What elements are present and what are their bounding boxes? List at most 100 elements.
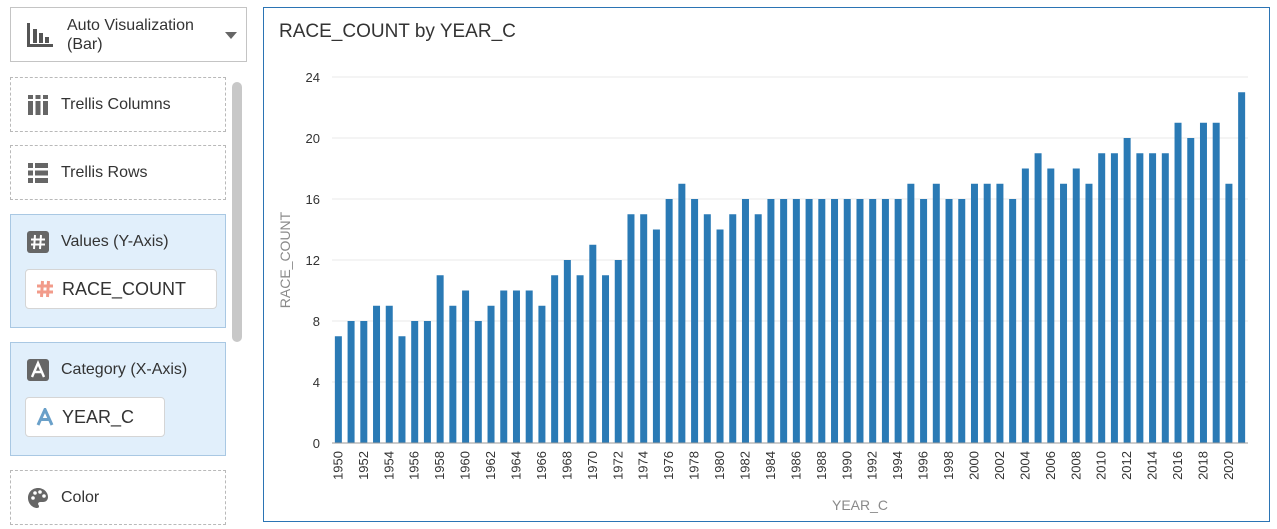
chevron-down-icon[interactable] xyxy=(225,32,237,39)
bar[interactable] xyxy=(703,214,711,443)
hash-icon xyxy=(27,231,49,253)
race-count-chip[interactable]: RACE_COUNT xyxy=(25,269,217,309)
bar[interactable] xyxy=(551,275,559,443)
x-tick-label: 2020 xyxy=(1221,451,1236,480)
race-count-chip-label: RACE_COUNT xyxy=(62,278,187,299)
x-tick-label: 1952 xyxy=(356,451,371,480)
bar[interactable] xyxy=(678,183,686,443)
bar[interactable] xyxy=(716,229,724,444)
year-c-chip[interactable]: YEAR_C xyxy=(25,397,165,437)
bar[interactable] xyxy=(869,199,877,443)
bar[interactable] xyxy=(423,321,431,443)
bar[interactable] xyxy=(856,199,864,443)
bar[interactable] xyxy=(538,305,546,443)
bar[interactable] xyxy=(958,199,966,443)
bar[interactable] xyxy=(1047,168,1055,444)
x-tick-label: 2010 xyxy=(1094,451,1109,480)
trellis-rows-drop-zone[interactable]: Trellis Rows xyxy=(10,145,226,200)
bar[interactable] xyxy=(563,260,571,443)
category-x-axis-drop-zone[interactable]: Category (X-Axis) YEAR_C xyxy=(10,342,226,456)
bar[interactable] xyxy=(1238,92,1246,443)
bar[interactable] xyxy=(398,336,406,443)
bar[interactable] xyxy=(1123,138,1131,443)
bar[interactable] xyxy=(983,183,991,443)
bar[interactable] xyxy=(449,305,457,443)
bar[interactable] xyxy=(512,290,520,444)
bar[interactable] xyxy=(729,214,737,443)
bar[interactable] xyxy=(1161,153,1169,443)
bar[interactable] xyxy=(831,199,839,443)
bar[interactable] xyxy=(487,305,495,443)
trellis-columns-drop-zone[interactable]: Trellis Columns xyxy=(10,77,226,132)
bar[interactable] xyxy=(1212,122,1220,443)
bar[interactable] xyxy=(627,214,635,443)
palette-icon xyxy=(28,488,48,508)
bar[interactable] xyxy=(881,199,889,443)
bar[interactable] xyxy=(970,183,978,443)
bar[interactable] xyxy=(1021,168,1029,444)
y-tick-label: 4 xyxy=(313,375,320,390)
bar[interactable] xyxy=(525,290,533,444)
bar[interactable] xyxy=(1187,138,1195,443)
bar[interactable] xyxy=(1072,168,1080,444)
bar[interactable] xyxy=(843,199,851,443)
grammar-panel-scrollbar[interactable] xyxy=(232,82,242,342)
year-c-chip-label: YEAR_C xyxy=(62,406,135,427)
bar[interactable] xyxy=(1085,183,1093,443)
bar[interactable] xyxy=(920,199,928,443)
bar[interactable] xyxy=(474,321,482,443)
bar[interactable] xyxy=(360,321,368,443)
bar[interactable] xyxy=(741,199,749,443)
bar[interactable] xyxy=(1136,153,1144,443)
bar[interactable] xyxy=(767,199,775,443)
bar[interactable] xyxy=(614,260,622,443)
bar[interactable] xyxy=(500,290,508,444)
bar[interactable] xyxy=(665,199,673,443)
bar[interactable] xyxy=(385,305,393,443)
bar[interactable] xyxy=(932,183,940,443)
bar[interactable] xyxy=(436,275,444,443)
bar-chart[interactable]: 0 4 8 12 16 20 24 1950 1952 1954 1956 1958 1960 1962 1… xyxy=(264,8,1269,521)
bar[interactable] xyxy=(589,244,597,443)
bar[interactable] xyxy=(818,199,826,443)
bar[interactable] xyxy=(462,290,470,444)
bar[interactable] xyxy=(602,275,610,443)
bar[interactable] xyxy=(996,183,1004,443)
bar[interactable] xyxy=(1199,122,1207,443)
values-y-axis-drop-zone[interactable]: Values (Y-Axis) RACE_COUNT xyxy=(10,214,226,328)
bar[interactable] xyxy=(1060,183,1068,443)
bar[interactable] xyxy=(754,214,762,443)
bar[interactable] xyxy=(347,321,355,443)
bar[interactable] xyxy=(792,199,800,443)
x-tick-label: 2016 xyxy=(1170,451,1185,480)
x-tick-label: 1986 xyxy=(788,451,803,480)
bar[interactable] xyxy=(1174,122,1182,443)
bar[interactable] xyxy=(780,199,788,443)
bar[interactable] xyxy=(652,229,660,444)
grammar-panel: Auto Visualization (Bar) Trellis Columns xyxy=(0,0,256,529)
bar[interactable] xyxy=(1098,153,1106,443)
bar[interactable] xyxy=(894,199,902,443)
visualization-type-select[interactable]: Auto Visualization (Bar) xyxy=(10,7,247,62)
bar[interactable] xyxy=(576,275,584,443)
bar[interactable] xyxy=(373,305,381,443)
bar[interactable] xyxy=(1149,153,1157,443)
bar[interactable] xyxy=(640,214,648,443)
bar[interactable] xyxy=(691,199,699,443)
bar[interactable] xyxy=(945,199,953,443)
x-tick-label: 1964 xyxy=(508,451,523,480)
bar[interactable] xyxy=(1225,183,1233,443)
color-drop-zone[interactable]: Color xyxy=(10,470,226,525)
x-tick-label: 1970 xyxy=(585,451,600,480)
bar[interactable] xyxy=(334,336,342,443)
x-tick-label: 1984 xyxy=(763,451,778,480)
color-label: Color xyxy=(61,489,100,506)
bar[interactable] xyxy=(1009,199,1017,443)
bar[interactable] xyxy=(411,321,419,443)
bar[interactable] xyxy=(805,199,813,443)
chart-panel[interactable]: RACE_COUNT by YEAR_C 0 4 8 12 16 20 24 1950 1952… xyxy=(263,7,1270,522)
x-tick-label: 1990 xyxy=(839,451,854,480)
bar[interactable] xyxy=(1110,153,1118,443)
bar[interactable] xyxy=(1034,153,1042,443)
bar[interactable] xyxy=(907,183,915,443)
